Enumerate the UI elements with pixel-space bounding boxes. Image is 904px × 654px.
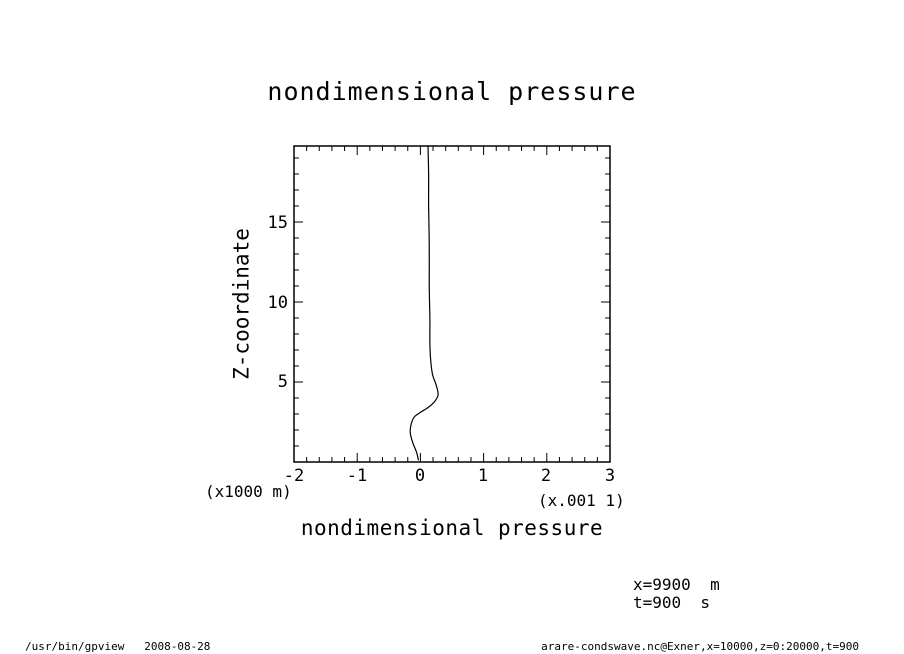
plot-frame <box>293 145 611 463</box>
info-x: x=9900 m <box>633 575 720 594</box>
xtick-label-0: 0 <box>414 466 426 486</box>
xtick-label-2: 2 <box>540 466 552 486</box>
y-scale-label: (x1000 m) <box>205 482 292 501</box>
footer-left: /usr/bin/gpview 2008-08-28 <box>25 640 211 653</box>
x-scale-label: (x.001 1) <box>538 491 625 510</box>
data-line <box>409 145 439 461</box>
xtick-label-neg1: -1 <box>346 466 368 486</box>
info-t: t=900 s <box>633 593 711 612</box>
ytick-label-5: 5 <box>277 372 288 392</box>
footer-right: arare-condswave.nc@Exner,x=10000,z=0:200… <box>541 640 859 653</box>
xtick-label-3: 3 <box>604 466 616 486</box>
xtick-label-neg2: -2 <box>283 466 305 486</box>
xtick-label-1: 1 <box>477 466 489 486</box>
ytick-label-15: 15 <box>267 213 288 233</box>
axis-ticks <box>293 146 611 462</box>
chart-title: nondimensional pressure <box>267 77 637 106</box>
ytick-label-10: 10 <box>267 293 288 313</box>
x-axis-label: nondimensional pressure <box>300 516 604 540</box>
